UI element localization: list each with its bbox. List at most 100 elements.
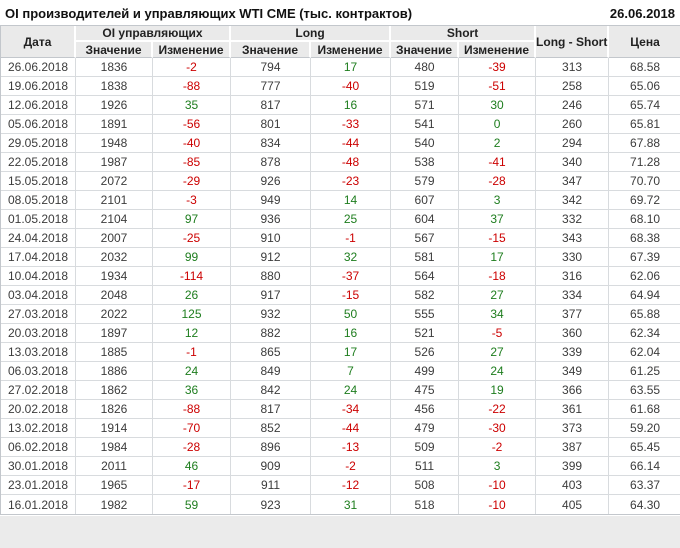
- table-row: 16.01.2018 1982 59 923 31 518 -10 405 64.30: [1, 495, 680, 514]
- cell-oi-change: -28: [153, 438, 232, 457]
- cell-oi-value: 2032: [76, 248, 153, 267]
- cell-short-value: 567: [391, 229, 460, 248]
- header-group-row: Дата OI управляющих Long Short Long - Sh…: [1, 26, 680, 58]
- cell-long-change: -40: [311, 77, 392, 96]
- cell-date: 23.01.2018: [1, 476, 76, 495]
- cell-long-short: 340: [536, 153, 610, 172]
- cell-long-value: 878: [231, 153, 312, 172]
- cell-short-value: 579: [391, 172, 460, 191]
- cell-short-value: 581: [391, 248, 460, 267]
- column-header-long-change: Изменение: [311, 42, 392, 58]
- cell-oi-value: 1897: [76, 324, 153, 343]
- cell-price: 64.94: [609, 286, 680, 305]
- cell-long-short: 334: [536, 286, 610, 305]
- cell-long-short: 330: [536, 248, 610, 267]
- cell-long-change: -2: [311, 457, 392, 476]
- table-row: 15.05.2018 2072 -29 926 -23 579 -28 347 70.70: [1, 172, 680, 191]
- cell-long-value: 917: [231, 286, 312, 305]
- cell-oi-change: -85: [153, 153, 232, 172]
- table-header: Дата OI управляющих Long Short Long - Sh…: [1, 26, 680, 58]
- cell-long-value: 936: [231, 210, 312, 229]
- cell-price: 64.30: [609, 495, 680, 514]
- cell-long-change: -12: [311, 476, 392, 495]
- column-header-short-value: Значение: [391, 42, 460, 58]
- cell-oi-value: 2048: [76, 286, 153, 305]
- cell-oi-value: 1965: [76, 476, 153, 495]
- cell-short-value: 555: [391, 305, 460, 324]
- cell-long-change: -1: [311, 229, 392, 248]
- cell-oi-change: -114: [153, 267, 232, 286]
- cell-long-short: 349: [536, 362, 610, 381]
- cell-long-short: 313: [536, 58, 610, 77]
- table-row: 06.02.2018 1984 -28 896 -13 509 -2 387 65.45: [1, 438, 680, 457]
- cell-oi-value: 1914: [76, 419, 153, 438]
- cell-oi-value: 1891: [76, 115, 153, 134]
- table-row: 27.03.2018 2022 125 932 50 555 34 377 65.88: [1, 305, 680, 324]
- table-row: 19.06.2018 1838 -88 777 -40 519 -51 258 65.06: [1, 77, 680, 96]
- table-row: 06.03.2018 1886 24 849 7 499 24 349 61.25: [1, 362, 680, 381]
- cell-oi-value: 1836: [76, 58, 153, 77]
- cell-long-short: 332: [536, 210, 610, 229]
- cell-long-short: 294: [536, 134, 610, 153]
- cell-short-change: 27: [459, 286, 537, 305]
- cell-long-short: 387: [536, 438, 610, 457]
- cell-date: 12.06.2018: [1, 96, 76, 115]
- cell-price: 62.04: [609, 343, 680, 362]
- cell-long-value: 896: [231, 438, 312, 457]
- cell-date: 29.05.2018: [1, 134, 76, 153]
- cell-long-change: 14: [311, 191, 392, 210]
- cell-oi-change: 99: [153, 248, 232, 267]
- cell-oi-change: -29: [153, 172, 232, 191]
- table-row: 17.04.2018 2032 99 912 32 581 17 330 67.39: [1, 248, 680, 267]
- cell-oi-value: 2104: [76, 210, 153, 229]
- column-header-oi-change: Изменение: [153, 42, 232, 58]
- oi-table-container: Дата OI управляющих Long Short Long - Sh…: [0, 25, 680, 515]
- column-header-long-value: Значение: [231, 42, 312, 58]
- cell-oi-value: 1984: [76, 438, 153, 457]
- cell-short-change: -2: [459, 438, 537, 457]
- cell-long-change: 24: [311, 381, 392, 400]
- cell-oi-change: 35: [153, 96, 232, 115]
- cell-date: 22.05.2018: [1, 153, 76, 172]
- table-row: 27.02.2018 1862 36 842 24 475 19 366 63.55: [1, 381, 680, 400]
- cell-short-value: 541: [391, 115, 460, 134]
- cell-short-change: -10: [459, 495, 537, 514]
- cell-short-change: 24: [459, 362, 537, 381]
- cell-long-change: 7: [311, 362, 392, 381]
- cell-oi-value: 1934: [76, 267, 153, 286]
- cell-date: 27.03.2018: [1, 305, 76, 324]
- cell-price: 62.06: [609, 267, 680, 286]
- cell-long-short: 403: [536, 476, 610, 495]
- column-group-long: Long: [231, 26, 392, 42]
- column-header-price: Цена: [609, 26, 680, 58]
- cell-long-short: 339: [536, 343, 610, 362]
- cell-short-value: 508: [391, 476, 460, 495]
- cell-short-change: 2: [459, 134, 537, 153]
- page-title: OI производителей и управляющих WTI CME …: [5, 6, 413, 21]
- table-row: 24.04.2018 2007 -25 910 -1 567 -15 343 68.38: [1, 229, 680, 248]
- cell-price: 68.38: [609, 229, 680, 248]
- cell-price: 68.58: [609, 58, 680, 77]
- cell-long-value: 834: [231, 134, 312, 153]
- cell-oi-change: -56: [153, 115, 232, 134]
- column-header-oi-value: Значение: [76, 42, 153, 58]
- cell-oi-change: -70: [153, 419, 232, 438]
- cell-date: 03.04.2018: [1, 286, 76, 305]
- cell-long-value: 880: [231, 267, 312, 286]
- cell-long-value: 882: [231, 324, 312, 343]
- cell-long-short: 342: [536, 191, 610, 210]
- cell-oi-change: 24: [153, 362, 232, 381]
- cell-price: 65.74: [609, 96, 680, 115]
- header-sub-row: Значение Изменение Значение Изменение Зн…: [1, 42, 680, 58]
- cell-long-short: 316: [536, 267, 610, 286]
- cell-price: 63.37: [609, 476, 680, 495]
- cell-long-change: -34: [311, 400, 392, 419]
- cell-short-change: -22: [459, 400, 537, 419]
- cell-short-change: 37: [459, 210, 537, 229]
- cell-long-change: 50: [311, 305, 392, 324]
- cell-short-value: 475: [391, 381, 460, 400]
- cell-price: 61.25: [609, 362, 680, 381]
- table-row: 30.01.2018 2011 46 909 -2 511 3 399 66.14: [1, 457, 680, 476]
- table-row: 05.06.2018 1891 -56 801 -33 541 0 260 65.81: [1, 115, 680, 134]
- cell-short-change: 0: [459, 115, 537, 134]
